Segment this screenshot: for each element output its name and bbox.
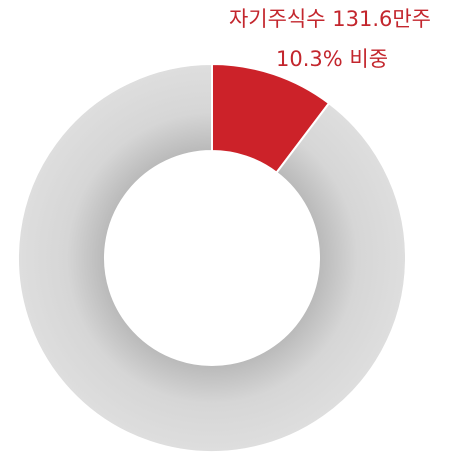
annotation: 자기주식수 131.6만주	[229, 7, 431, 31]
donut-segment	[17, 62, 407, 453]
value-label: 10.3% 비중	[276, 47, 388, 71]
